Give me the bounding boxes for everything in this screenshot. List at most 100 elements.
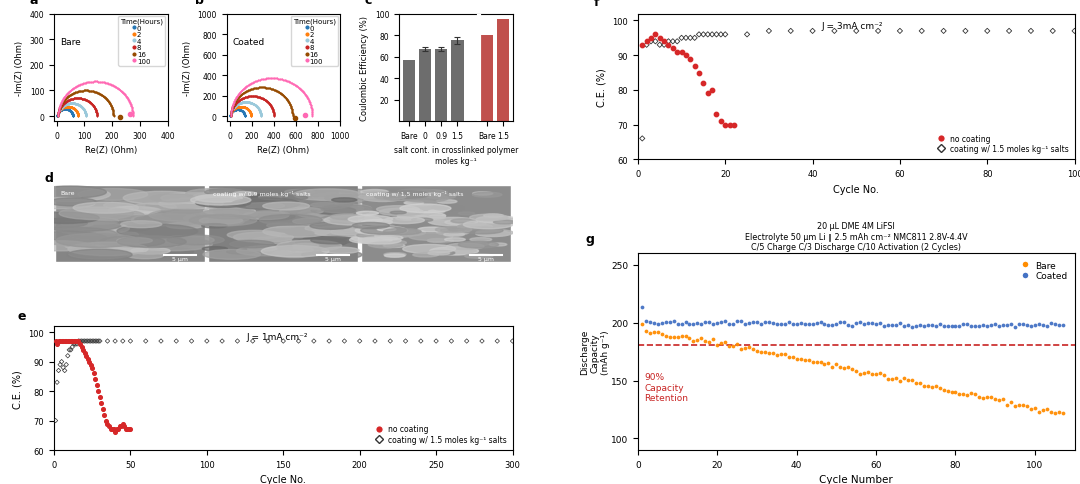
Point (63, 346, 80, 354)
Bar (481, 36, 492, 122)
Circle shape (368, 242, 403, 248)
Point (673, 333, 690, 340)
Point (995, 321, 1012, 329)
Circle shape (123, 192, 201, 205)
Circle shape (203, 250, 260, 260)
Point (760, 350, 778, 358)
Point (694, 31, 712, 39)
Circle shape (76, 218, 130, 227)
Point (76, 337, 93, 345)
Point (85, 370, 103, 378)
Point (1023, 405, 1040, 413)
Circle shape (159, 199, 224, 210)
Point (923, 383, 941, 391)
Point (65, 340, 82, 348)
Point (900, 321, 917, 329)
Point (955, 390, 972, 398)
Point (741, 344, 758, 351)
Point (935, 28, 953, 36)
Circle shape (377, 241, 406, 245)
Point (808, 359, 825, 366)
Point (1054, 409, 1071, 417)
Circle shape (457, 224, 492, 230)
Point (931, 321, 948, 329)
Point (70, 337, 87, 345)
Circle shape (319, 231, 359, 238)
Title: 20 μL DME 4M LiFSI
Electrolyte 50 μm Li ∥ 2.5 mAh cm⁻² NMC811 2.8V-4.4V
C/5 Char: 20 μL DME 4M LiFSI Electrolyte 50 μm Li … (745, 222, 968, 252)
Point (72, 337, 90, 345)
Circle shape (56, 234, 138, 248)
Circle shape (447, 243, 484, 250)
Circle shape (202, 247, 228, 251)
Point (959, 391, 976, 399)
Point (855, 320, 873, 328)
Point (876, 372, 893, 379)
Point (879, 376, 896, 383)
Point (1014, 401, 1031, 409)
Circle shape (400, 216, 430, 221)
Point (744, 318, 761, 326)
Circle shape (390, 212, 406, 214)
Point (86, 376, 104, 383)
Point (860, 319, 877, 327)
Point (729, 340, 746, 348)
Circle shape (311, 237, 354, 244)
Text: 90%
Capacity
Retention: 90% Capacity Retention (645, 373, 688, 402)
Point (638, 42, 656, 49)
Point (67, 340, 84, 348)
Point (116, 423, 133, 430)
Point (800, 357, 818, 364)
Point (100, 423, 118, 430)
Point (183, 337, 200, 345)
Circle shape (292, 189, 338, 197)
Point (888, 374, 905, 382)
Circle shape (197, 218, 244, 226)
Circle shape (68, 249, 132, 260)
Point (53, 358, 70, 366)
Point (1002, 398, 1020, 406)
Circle shape (310, 223, 352, 230)
Circle shape (213, 210, 239, 214)
Circle shape (379, 209, 423, 216)
Point (1018, 403, 1036, 410)
Circle shape (131, 248, 170, 255)
Point (90, 337, 107, 345)
Legend: no coating, coating w/ 1.5 moles kg⁻¹ salts: no coating, coating w/ 1.5 moles kg⁻¹ sa… (935, 132, 1070, 156)
Point (974, 322, 991, 330)
Point (784, 353, 801, 361)
Point (943, 388, 960, 396)
Point (867, 370, 885, 378)
Circle shape (195, 195, 242, 203)
Circle shape (403, 245, 456, 254)
Circle shape (230, 241, 274, 248)
Circle shape (420, 194, 442, 197)
Circle shape (441, 229, 458, 232)
Point (900, 376, 917, 384)
Circle shape (306, 224, 363, 234)
Point (962, 323, 980, 331)
Point (79, 355, 96, 363)
Point (712, 31, 729, 39)
Circle shape (321, 205, 373, 214)
Point (104, 425, 121, 433)
Point (690, 70, 707, 77)
Point (732, 318, 750, 326)
Point (229, 337, 246, 345)
Point (748, 347, 766, 355)
Point (50, 337, 67, 345)
Text: Bare: Bare (59, 38, 80, 46)
Point (959, 320, 976, 328)
Circle shape (68, 242, 148, 256)
Circle shape (59, 208, 134, 220)
Circle shape (37, 228, 118, 242)
Point (1023, 28, 1040, 36)
Point (792, 320, 809, 328)
Point (1035, 321, 1052, 329)
Circle shape (484, 214, 503, 218)
Point (1066, 28, 1080, 36)
X-axis label: Re(Z) (Ohm): Re(Z) (Ohm) (257, 146, 309, 155)
Circle shape (272, 251, 316, 258)
Circle shape (267, 224, 297, 228)
Point (673, 49, 690, 57)
Circle shape (191, 196, 251, 206)
